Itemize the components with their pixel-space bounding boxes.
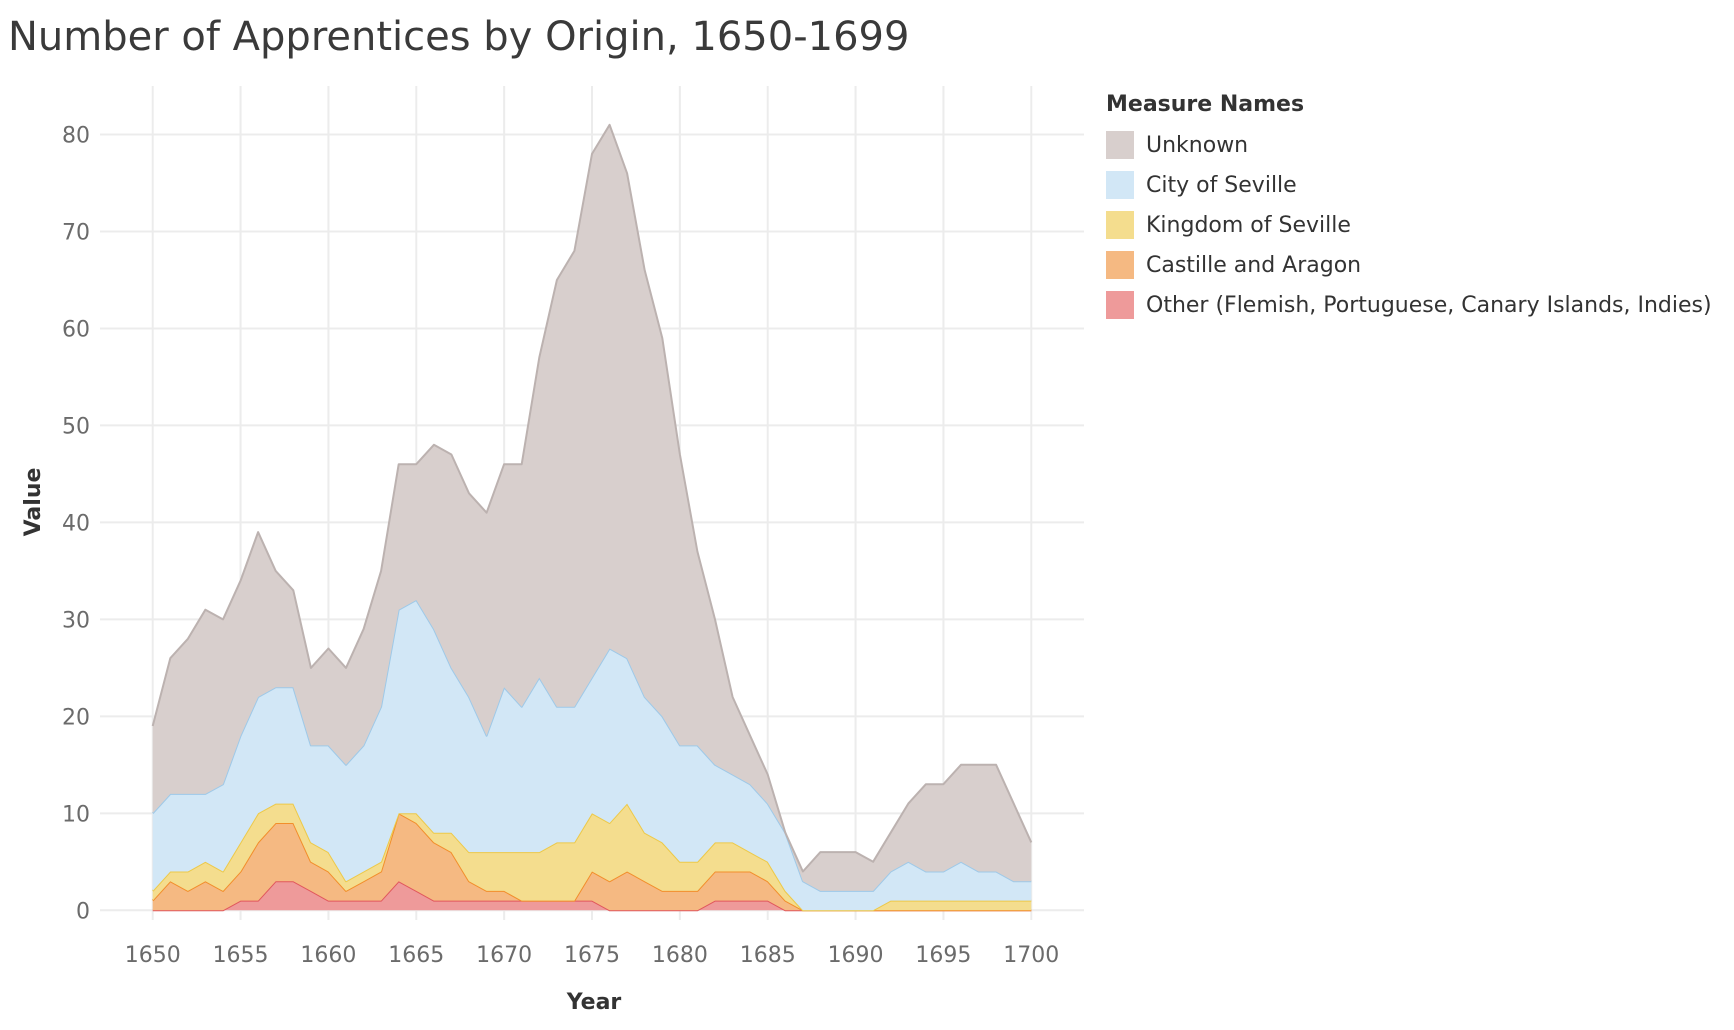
x-tick-label: 1675 — [564, 943, 620, 968]
legend-swatch — [1106, 291, 1134, 319]
y-tick-label: 20 — [62, 705, 90, 730]
legend-items: Unknown City of Seville Kingdom of Seville… — [1106, 125, 1712, 325]
legend-swatch — [1106, 211, 1134, 239]
y-tick-label: 30 — [62, 608, 90, 633]
x-tick-label: 1650 — [125, 943, 181, 968]
y-tick-label: 40 — [62, 511, 90, 536]
legend-label: City of Seville — [1146, 172, 1297, 198]
legend-item[interactable]: Kingdom of Seville — [1106, 205, 1712, 245]
area-city-of-seville — [152, 600, 1032, 911]
y-tick-label: 60 — [62, 317, 90, 342]
y-axis-title: Value — [21, 468, 46, 537]
y-tick-label: 80 — [62, 123, 90, 148]
legend-item[interactable]: City of Seville — [1106, 165, 1712, 205]
x-tick-label: 1685 — [740, 943, 796, 968]
area-outline — [151, 123, 1033, 873]
legend-item[interactable]: Unknown — [1106, 125, 1712, 165]
x-tick-label: 1655 — [213, 943, 269, 968]
legend-title: Measure Names — [1106, 92, 1305, 117]
area-castille-and-aragon — [152, 813, 1032, 911]
legend-label: Unknown — [1146, 132, 1249, 158]
x-tick-label: 1670 — [476, 943, 532, 968]
y-tick-label: 50 — [62, 414, 90, 439]
legend-swatch — [1106, 131, 1134, 159]
legend-label: Kingdom of Seville — [1146, 212, 1351, 238]
axes: 1650 1655 1660 1665 1670 1675 1680 1685 1690 1695… — [62, 123, 1059, 968]
legend-swatch — [1106, 171, 1134, 199]
x-tick-label: 1695 — [915, 943, 971, 968]
y-tick-label: 0 — [76, 899, 90, 924]
y-tick-label: 10 — [62, 802, 90, 827]
legend-item[interactable]: Castille and Aragon — [1106, 245, 1712, 285]
x-tick-label: 1700 — [1003, 943, 1059, 968]
legend-label: Castille and Aragon — [1146, 252, 1362, 278]
area-unknown — [152, 124, 1032, 891]
legend: Measure Names Unknown City of Seville King… — [1106, 92, 1712, 325]
area-kingdom-of-seville — [152, 803, 1032, 911]
x-tick-label: 1665 — [388, 943, 444, 968]
area-other-flemish-portuguese-canary-islands-indies — [152, 881, 1032, 911]
area-series — [151, 123, 1033, 912]
x-tick-label: 1680 — [652, 943, 708, 968]
x-tick-label: 1690 — [828, 943, 884, 968]
legend-label: Other (Flemish, Portuguese, Canary Islan… — [1146, 292, 1712, 318]
x-axis-title: Year — [566, 990, 622, 1015]
x-tick-label: 1660 — [300, 943, 356, 968]
legend-item[interactable]: Other (Flemish, Portuguese, Canary Islan… — [1106, 285, 1712, 325]
y-tick-label: 70 — [62, 220, 90, 245]
chart-title: Number of Apprentices by Origin, 1650-16… — [8, 14, 910, 60]
legend-swatch — [1106, 251, 1134, 279]
